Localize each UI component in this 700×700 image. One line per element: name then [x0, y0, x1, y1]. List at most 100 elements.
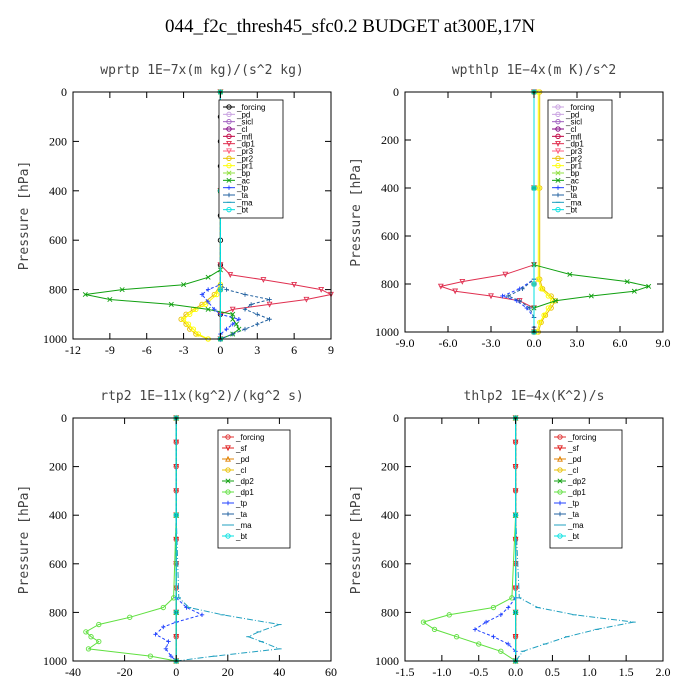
x-tick-label: 9 [328, 343, 334, 357]
data-point [243, 327, 247, 331]
x-tick-label: 0.0 [527, 336, 542, 350]
chart-panel-4: thlp2 1E−4x(K^2)/s Pressure [hPa] 0 200 400 6… [349, 389, 671, 679]
series-line [181, 92, 220, 339]
legend-label: _ta [567, 510, 580, 519]
series-line [441, 92, 534, 332]
y-tick-label: 1000 [43, 654, 67, 668]
y-tick-label: 0 [393, 411, 399, 425]
x-tick-label: 1.5 [619, 665, 634, 679]
chart-title: wpthlp 1E−4x(m K)/s^2 [452, 63, 616, 78]
x-tick-label: -1.0 [432, 665, 451, 679]
y-tick-label: 200 [381, 460, 399, 474]
y-axis-label: Pressure [hPa] [17, 161, 32, 271]
data-point [161, 625, 165, 629]
plot-frame [405, 418, 663, 661]
y-tick-label: 600 [381, 229, 399, 243]
series-line [508, 92, 534, 332]
data-point [243, 292, 247, 296]
y-tick-label: 200 [381, 133, 399, 147]
legend-label: _ma [567, 521, 584, 530]
chart-panel-2: wpthlp 1E−4x(m K)/s^2 Pressure [hPa] 0 200 4… [349, 63, 671, 350]
x-tick-label: -40 [65, 665, 81, 679]
series-dp1 [421, 416, 518, 663]
legend-label: _ma [235, 521, 252, 530]
x-tick-label: -12 [65, 343, 81, 357]
y-axis-label: Pressure [hPa] [17, 485, 32, 595]
data-point [166, 639, 170, 643]
y-axis-label: Pressure [hPa] [349, 157, 364, 267]
y-tick-label: 800 [49, 283, 67, 297]
legend-label: _bt [567, 532, 580, 541]
x-tick-label: -20 [117, 665, 133, 679]
data-point [506, 605, 510, 609]
x-tick-label: -6.0 [439, 336, 458, 350]
y-tick-label: 400 [381, 181, 399, 195]
chart-title: thlp2 1E−4x(K^2)/s [464, 389, 605, 404]
x-tick-label: 0 [173, 665, 179, 679]
y-tick-label: 200 [49, 460, 67, 474]
chart-panel-1: wprtp 1E−7x(m kg)/(s^2 kg) Pressure [hPa]… [17, 63, 334, 357]
x-tick-label: -1.5 [396, 665, 415, 679]
x-tick-label: 6.0 [613, 336, 628, 350]
x-tick-label: 60 [325, 665, 337, 679]
legend-label: _dp2 [567, 477, 586, 486]
legend-label: _ta [235, 510, 248, 519]
series-pr1 [181, 90, 222, 341]
x-tick-label: 2.0 [656, 665, 671, 679]
series-pr2 [179, 90, 223, 341]
legend-label: _forcing [567, 433, 596, 442]
x-tick-label: -9.0 [396, 336, 415, 350]
series-line [423, 418, 515, 661]
legend-label: _sf [567, 444, 579, 453]
series-dp1 [84, 416, 179, 663]
data-point [267, 317, 271, 321]
y-tick-label: 600 [49, 557, 67, 571]
legend-label: _dp1 [235, 488, 254, 497]
plot-frame [73, 418, 331, 661]
series-tp [473, 416, 518, 663]
data-point [206, 287, 210, 291]
x-tick-label: -0.5 [469, 665, 488, 679]
legend: _forcing_pd_sicl_cl_mfl_dp1_pr3_pr2_pr1_… [219, 100, 283, 218]
legend-label: _sf [235, 444, 247, 453]
x-tick-label: -3.0 [482, 336, 501, 350]
data-point [237, 327, 241, 331]
legend-label: _bt [235, 532, 248, 541]
y-tick-label: 600 [381, 557, 399, 571]
x-tick-label: 3.0 [570, 336, 585, 350]
x-tick-label: 0.0 [508, 665, 523, 679]
y-tick-label: 800 [381, 605, 399, 619]
series-line [475, 418, 516, 661]
x-tick-label: 0.5 [545, 665, 560, 679]
legend-label: _cl [567, 466, 578, 475]
legend-label: _pd [235, 455, 249, 464]
series-tp [500, 90, 536, 334]
x-tick-label: 3 [254, 343, 260, 357]
y-tick-label: 0 [61, 85, 67, 99]
series-dp1 [439, 90, 537, 334]
y-axis-label: Pressure [hPa] [349, 485, 364, 595]
data-point [224, 287, 228, 291]
y-tick-label: 0 [393, 85, 399, 99]
series-bt [532, 90, 536, 334]
series-line [85, 92, 239, 339]
x-tick-label: 9.0 [656, 336, 671, 350]
legend-label: _bt [236, 206, 249, 215]
legend-label: _cl [235, 466, 246, 475]
legend: _forcing_sf_pd_cl_dp2_dp1_tp_ta_ma_bt [550, 430, 622, 548]
legend-label: _dp2 [235, 477, 254, 486]
data-point [255, 322, 259, 326]
legend: _forcing_pd_sicl_cl_mfl_dp1_pr3_pr2_pr1_… [548, 100, 612, 218]
chart-title: wprtp 1E−7x(m kg)/(s^2 kg) [100, 63, 304, 78]
data-point [520, 287, 524, 291]
y-tick-label: 400 [49, 508, 67, 522]
y-tick-label: 400 [381, 508, 399, 522]
data-point [491, 635, 495, 639]
y-tick-label: 0 [61, 411, 67, 425]
x-tick-label: 40 [273, 665, 285, 679]
x-tick-label: 1.0 [582, 665, 597, 679]
series-ac [83, 90, 241, 341]
y-tick-label: 600 [49, 233, 67, 247]
data-point [255, 312, 259, 316]
